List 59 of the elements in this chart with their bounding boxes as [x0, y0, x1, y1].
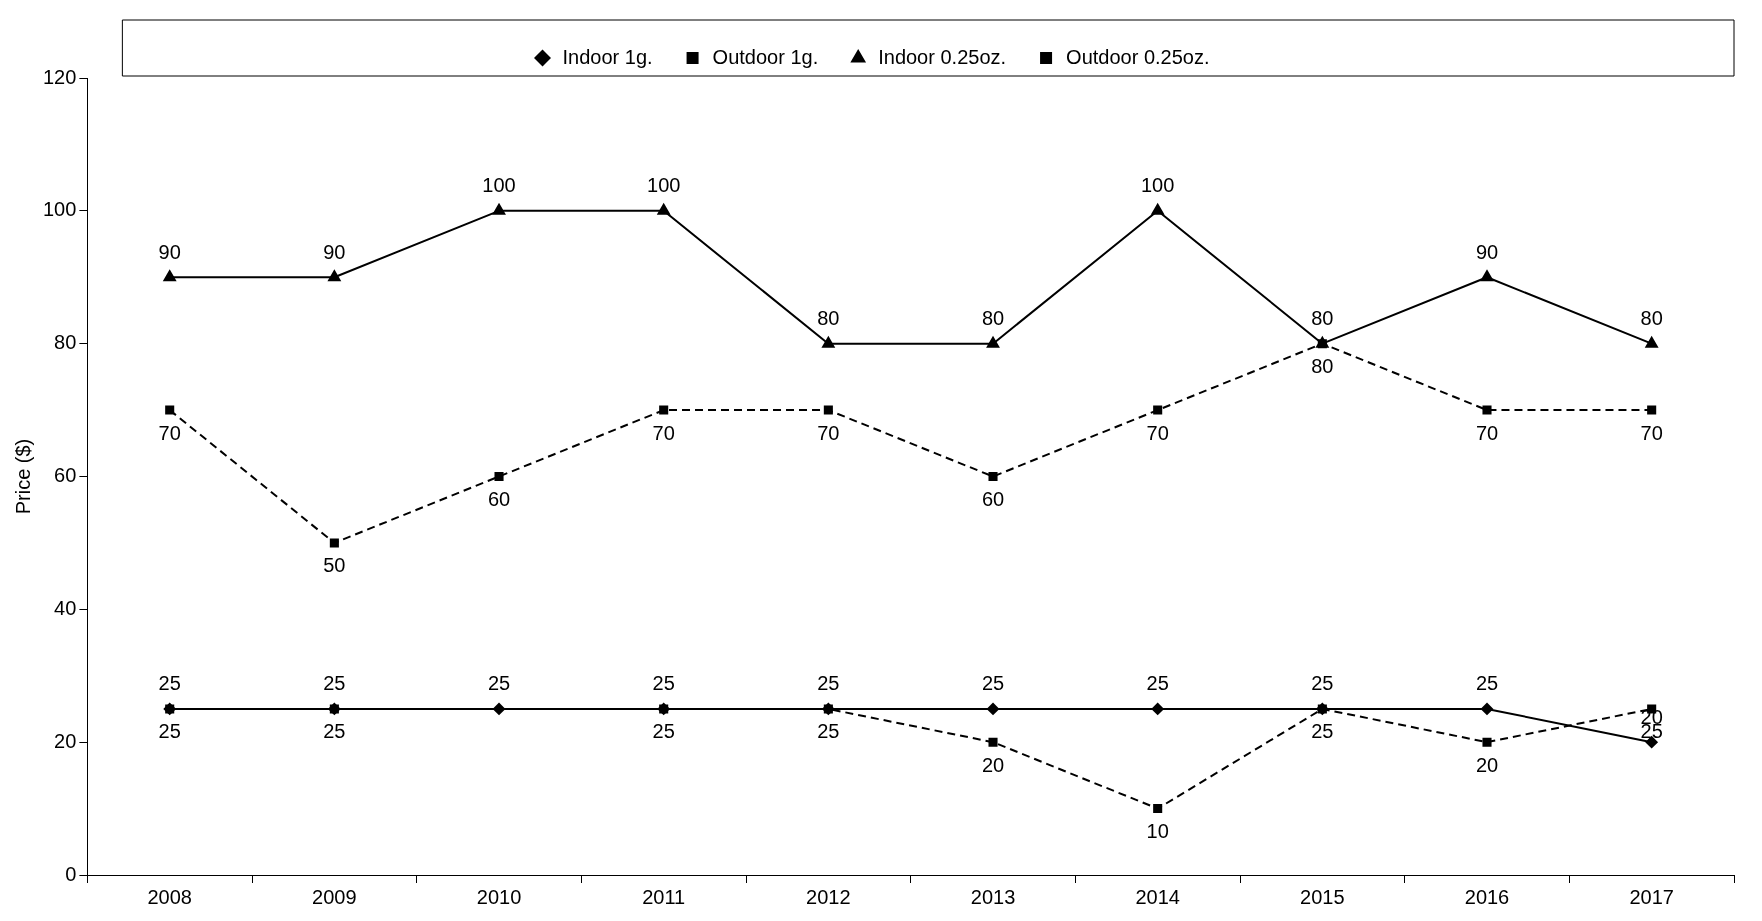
- data-label: 20: [1475, 753, 1499, 776]
- y-axis-title: Price ($): [11, 438, 34, 515]
- data-label: 100: [482, 174, 516, 197]
- data-label: 25: [1475, 672, 1499, 695]
- data-label: 60: [487, 488, 511, 511]
- data-label: 80: [817, 307, 840, 330]
- y-tick-label: 80: [54, 331, 77, 354]
- data-label: 80: [1311, 355, 1334, 378]
- legend-label: Indoor 0.25oz.: [878, 45, 1007, 68]
- x-tick-label: 2015: [1300, 885, 1345, 908]
- legend-label: Indoor 1g.: [562, 45, 653, 68]
- data-label: 70: [1640, 421, 1663, 444]
- data-label: 25: [1146, 672, 1169, 695]
- data-label: 80: [1311, 307, 1334, 330]
- data-label: 25: [323, 720, 346, 743]
- x-tick-label: 2016: [1464, 885, 1510, 908]
- data-label: 60: [981, 488, 1005, 511]
- data-label: 25: [652, 672, 675, 695]
- y-tick-label: 40: [54, 596, 77, 619]
- data-label: 80: [1640, 307, 1663, 330]
- data-label: 70: [158, 421, 181, 444]
- x-tick-label: 2008: [147, 885, 192, 908]
- data-label: 25: [652, 720, 675, 743]
- legend-label: Outdoor 1g.: [712, 45, 819, 68]
- data-label: 70: [1475, 421, 1499, 444]
- x-tick-label: 2012: [806, 885, 851, 908]
- data-label: 100: [1140, 174, 1175, 197]
- data-label: 80: [981, 307, 1005, 330]
- data-label: 70: [817, 421, 840, 444]
- legend-label: Outdoor 0.25oz.: [1066, 45, 1210, 68]
- x-tick-label: 2014: [1135, 885, 1180, 908]
- data-label: 25: [1311, 672, 1334, 695]
- data-label: 25: [323, 672, 346, 695]
- x-tick-label: 2011: [642, 885, 686, 908]
- x-tick-label: 2009: [312, 885, 357, 908]
- y-tick-label: 0: [65, 862, 77, 885]
- x-tick-label: 2010: [476, 885, 522, 908]
- data-label: 90: [323, 240, 346, 263]
- data-label: 25: [487, 672, 511, 695]
- y-tick-label: 100: [42, 198, 77, 221]
- data-label: 25: [158, 672, 181, 695]
- data-label: 25: [981, 672, 1005, 695]
- data-label: 25: [1311, 720, 1334, 743]
- x-tick-label: 2017: [1629, 885, 1674, 908]
- data-label: 50: [323, 554, 346, 577]
- x-tick-label: 2013: [970, 885, 1016, 908]
- data-label: 10: [1146, 820, 1169, 843]
- y-tick-label: 120: [42, 65, 77, 88]
- data-label: 25: [158, 720, 181, 743]
- data-label: 100: [647, 174, 681, 197]
- data-label: 25: [817, 672, 840, 695]
- data-label: 90: [1475, 240, 1499, 263]
- y-tick-label: 60: [54, 464, 77, 487]
- data-label: 25: [817, 720, 840, 743]
- data-label: 20: [981, 753, 1005, 776]
- y-tick-label: 20: [54, 729, 77, 752]
- data-label: 70: [1146, 421, 1169, 444]
- data-label: 90: [158, 240, 181, 263]
- data-label: 70: [652, 421, 675, 444]
